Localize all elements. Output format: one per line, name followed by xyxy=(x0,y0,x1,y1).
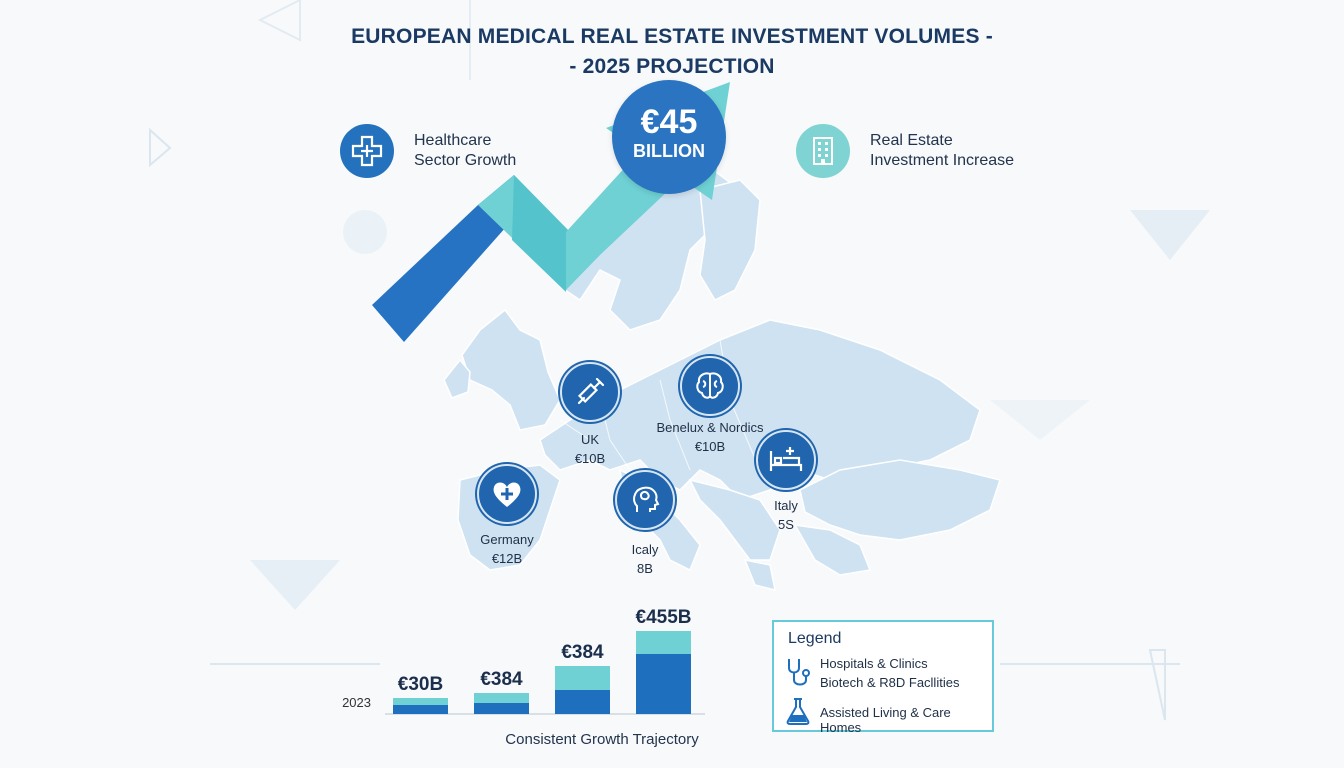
feature-label-line-2: Sector Growth xyxy=(414,152,517,169)
region-value: 5S xyxy=(778,517,794,532)
legend: Legend Hospitals & Clinics Biotech & R8D… xyxy=(772,620,994,735)
headline-value: €45 xyxy=(640,103,698,141)
region-name: UK xyxy=(580,432,600,447)
region-value: 8B xyxy=(637,561,653,576)
feature-label-line-2: Investment Increase xyxy=(870,152,1015,169)
region-italy: Italy 5S xyxy=(746,430,826,534)
bar-segment-2-1 xyxy=(555,666,610,690)
feature-real-estate-increase: Real Estate Investment Increase xyxy=(796,124,1014,178)
heart-cross-icon xyxy=(477,464,537,524)
region-name: Italy xyxy=(774,498,798,513)
region-value: €10B xyxy=(694,439,726,454)
bar-data-label: €384 xyxy=(480,669,523,690)
x-tick-label: 2023 xyxy=(342,695,371,710)
title-line-2: - 2025 PROJECTION xyxy=(569,55,775,78)
bar-segment-0-1 xyxy=(393,698,448,705)
bar-segment-0-0 xyxy=(393,705,448,714)
region-uk: UK €10B xyxy=(550,362,630,468)
bar-data-label: €455B xyxy=(636,607,692,628)
bar-segment-2-0 xyxy=(555,690,610,714)
bar-data-label: €30B xyxy=(398,674,443,695)
headline-unit: BILLION xyxy=(633,141,705,161)
legend-item-hospitals: Hospitals & Clinics xyxy=(820,656,928,671)
region-germany: Germany €12B xyxy=(454,464,560,568)
headline-total-badge: €45 BILLION xyxy=(612,80,726,194)
feature-label-line-1: Real Estate xyxy=(870,132,953,149)
feature-label: Real Estate Investment Increase xyxy=(870,131,1014,171)
chart-caption: Consistent Growth Trajectory xyxy=(505,731,699,748)
hospital-bed-icon xyxy=(756,430,816,490)
bar-segment-3-0 xyxy=(636,654,691,714)
region-name: Germany xyxy=(480,532,534,547)
region-value: €12B xyxy=(491,551,523,566)
title-line-1: EUROPEAN MEDICAL REAL ESTATE INVESTMENT … xyxy=(351,25,993,48)
head-brain-icon xyxy=(615,470,675,530)
legend-item-assisted-living: Assisted Living & Care Homes xyxy=(820,705,951,735)
syringe-icon xyxy=(560,362,620,422)
stethoscope-icon xyxy=(788,659,810,686)
flask-icon xyxy=(786,698,810,725)
feature-healthcare-growth: Healthcare Sector Growth xyxy=(340,124,516,178)
bar-data-label: €384 xyxy=(561,642,604,663)
brain-icon xyxy=(680,356,740,416)
region-name: Icaly xyxy=(631,542,659,557)
region-benelux-nordics: Benelux & Nordics €10B xyxy=(640,356,780,456)
building-icon xyxy=(796,124,850,178)
region-value: €10B xyxy=(574,451,606,466)
legend-title: Legend xyxy=(788,630,842,647)
bar-segment-1-1 xyxy=(474,693,529,703)
region-icaly: Icaly 8B xyxy=(602,470,688,578)
feature-label-line-1: Healthcare xyxy=(414,132,492,149)
feature-label: Healthcare Sector Growth xyxy=(414,131,516,171)
region-name: Benelux & Nordics xyxy=(656,420,764,435)
medical-cross-icon xyxy=(340,124,394,178)
bar-segment-3-1 xyxy=(636,631,691,654)
bar-segment-1-0 xyxy=(474,703,529,714)
chart-title: EUROPEAN MEDICAL REAL ESTATE INVESTMENT … xyxy=(300,22,1044,82)
legend-item-biotech: Biotech & R8D Facllities xyxy=(820,675,960,690)
